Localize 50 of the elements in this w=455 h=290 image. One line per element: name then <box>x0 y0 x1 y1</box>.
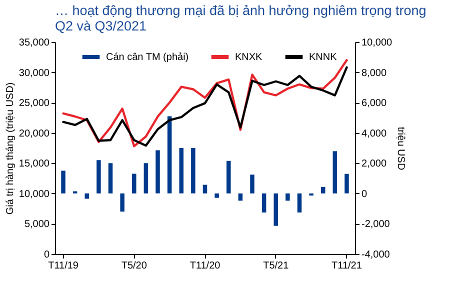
bar <box>167 116 172 194</box>
bar <box>262 193 266 213</box>
bar <box>214 193 219 198</box>
x-tick-label: T11/20 <box>190 260 221 272</box>
y-tick-label: 30,000 <box>18 68 50 79</box>
bar <box>202 184 208 194</box>
y-axis-title: Giá trị hàng tháng (triệu USD) <box>4 82 16 215</box>
y2-tick-label: 6,000 <box>362 98 387 110</box>
y-tick-label: 25,000 <box>18 98 50 110</box>
bar <box>250 174 254 194</box>
bar <box>332 151 338 194</box>
bar <box>144 163 148 194</box>
y2-tick-label: -2,000 <box>362 219 390 230</box>
bar <box>96 160 101 194</box>
bar <box>191 148 196 194</box>
bar <box>286 193 290 201</box>
y-tick-label: 20,000 <box>18 128 50 140</box>
bar <box>320 186 326 194</box>
y2-tick-label: 2,000 <box>362 158 387 170</box>
legend-label: KNNK <box>309 52 338 63</box>
y-tick-label: 5,000 <box>24 219 50 230</box>
legend-label: Cán cân TM (phải) <box>106 52 189 63</box>
bar <box>156 150 160 194</box>
y2-tick-label: -4,000 <box>362 250 390 260</box>
bar <box>108 163 113 194</box>
bar <box>179 148 184 194</box>
bar <box>120 193 124 212</box>
bar <box>297 193 302 213</box>
x-tick-label: T5/21 <box>263 260 290 272</box>
y-tick-label: 0 <box>44 250 50 260</box>
legend-label: KNXK <box>235 52 263 63</box>
bar <box>226 160 231 194</box>
x-tick-label: T11/21 <box>332 260 362 272</box>
y-tick-label: 35,000 <box>18 38 50 48</box>
y2-tick-label: 0 <box>362 188 368 200</box>
bar <box>274 193 278 226</box>
bar <box>61 170 66 194</box>
chart-title: … hoạt động thương mại đã bị ảnh hưởng nghiêm trọng trong Q2 và Q3/2021 <box>55 3 426 34</box>
bar <box>238 193 243 201</box>
y-tick-label: 15,000 <box>18 158 50 170</box>
y2-axis-title: triệu USD <box>395 126 406 170</box>
bar <box>344 174 349 194</box>
y2-tick-label: 10,000 <box>362 38 393 48</box>
bar <box>309 193 314 196</box>
y-tick-label: 10,000 <box>18 188 50 200</box>
bar <box>132 174 136 194</box>
y2-tick-label: 4,000 <box>362 128 387 140</box>
x-tick-label: T5/20 <box>121 260 148 272</box>
x-tick-label: T11/19 <box>48 260 79 272</box>
y2-tick-label: 8,000 <box>362 68 387 79</box>
